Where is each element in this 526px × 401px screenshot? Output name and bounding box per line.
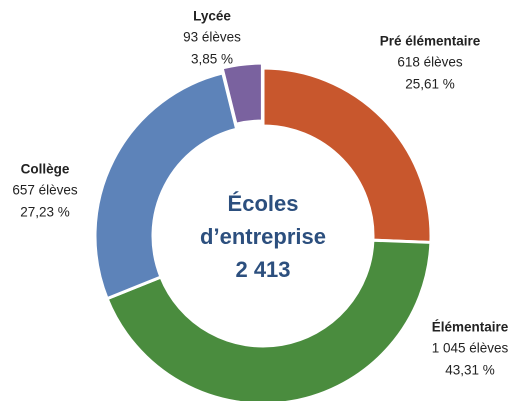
donut-slice xyxy=(93,71,239,301)
donut-slice xyxy=(220,61,264,127)
slice-count: 1 045 élèves xyxy=(432,341,509,356)
slice-percent: 27,23 % xyxy=(20,205,70,220)
slice-name: Pré élémentaire xyxy=(380,34,481,49)
slice-count: 618 élèves xyxy=(397,55,463,70)
slice-percent: 25,61 % xyxy=(405,77,455,92)
slice-name: Lycée xyxy=(193,9,231,24)
slice-name: Élémentaire xyxy=(432,320,509,335)
slice-name: Collège xyxy=(21,162,70,177)
center-total: 2 413 xyxy=(235,257,290,282)
slice-count: 657 élèves xyxy=(12,183,78,198)
center-title: Écoles xyxy=(228,191,299,216)
slice-percent: 3,85 % xyxy=(191,52,233,67)
donut-slice xyxy=(261,66,433,244)
center-subtitle: d’entreprise xyxy=(200,224,326,249)
donut-slice xyxy=(105,238,433,401)
slice-count: 93 élèves xyxy=(183,30,241,45)
slice-percent: 43,31 % xyxy=(445,363,495,378)
